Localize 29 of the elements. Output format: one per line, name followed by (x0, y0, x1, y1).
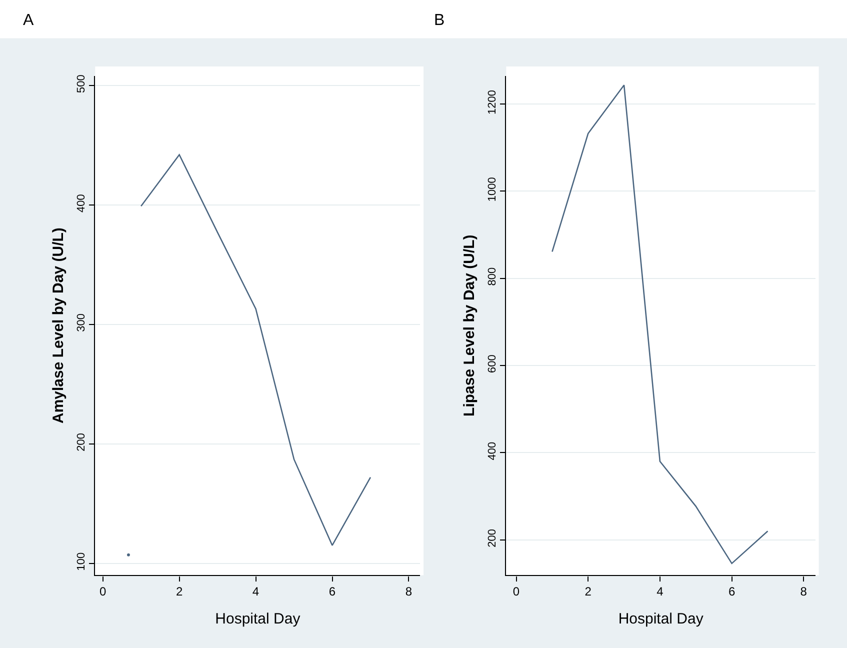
y-tick-label: 1000 (486, 177, 499, 202)
x-tick-label: 4 (656, 584, 664, 599)
chart-title: A (23, 12, 34, 29)
y-tick-label: 600 (486, 354, 499, 373)
y-tick-label: 200 (486, 529, 499, 548)
x-tick-label: 8 (405, 584, 412, 599)
x-axis-title: Hospital Day (215, 610, 301, 628)
x-tick-label: 6 (728, 584, 736, 599)
x-tick-label: 4 (252, 584, 260, 599)
chart-title: B (434, 12, 445, 29)
y-tick-label: 500 (76, 74, 88, 94)
x-tick-label: 6 (328, 584, 336, 599)
y-tick-label: 1200 (486, 90, 499, 114)
y-tick-label: 400 (76, 194, 88, 212)
y-axis-title: Lipase Level by Day (U/L) (460, 234, 478, 416)
line-series (140, 154, 372, 546)
x-tick-label: 0 (512, 584, 520, 599)
y-tick-label: 400 (486, 442, 499, 460)
x-tick-label: 2 (584, 584, 592, 599)
y-tick-label: 200 (76, 432, 88, 452)
x-axis-title: Hospital Day (618, 610, 704, 628)
x-tick-label: 8 (800, 584, 808, 599)
y-tick-label: 100 (76, 552, 88, 571)
y-tick-label: 300 (76, 314, 88, 332)
x-tick-label: 0 (99, 584, 106, 599)
x-tick-label: 2 (176, 584, 183, 599)
y-axis-title: Amylase Level by Day (U/L) (50, 228, 67, 424)
line-series (552, 84, 768, 564)
y-tick-label: 800 (486, 267, 499, 286)
